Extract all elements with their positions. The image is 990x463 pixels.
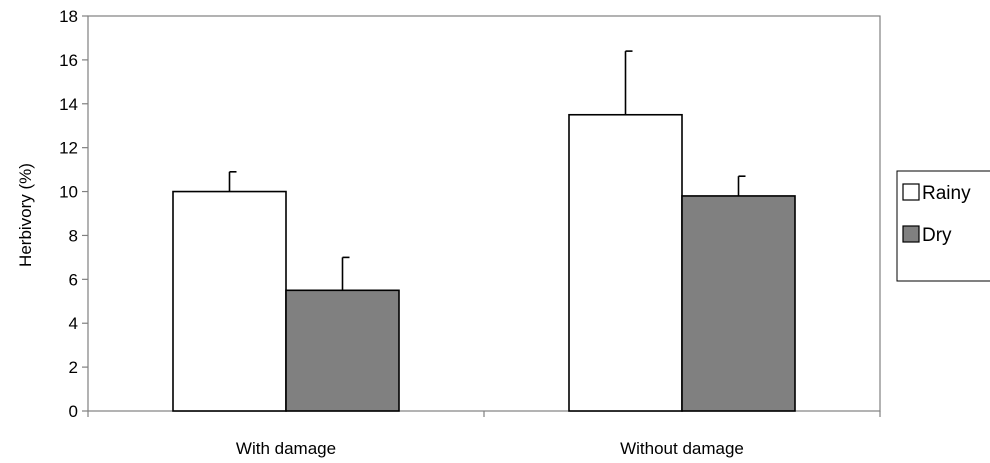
y-tick-label: 0 [69, 402, 78, 421]
legend-label: Rainy [922, 183, 971, 204]
y-tick-label: 16 [59, 51, 78, 70]
legend-swatch [902, 183, 920, 201]
y-tick-label: 8 [69, 226, 78, 245]
bar [568, 113, 683, 412]
y-axis-title: Herbivory (%) [16, 163, 35, 267]
bars [172, 113, 796, 412]
y-axis: 0 2 4 6 8 10 12 14 16 18 [59, 7, 88, 421]
y-tick-label: 6 [69, 270, 78, 289]
legend: Rainy Dry [896, 170, 990, 282]
bar [285, 289, 400, 412]
x-axis: With damage Without damage [87, 411, 881, 458]
x-tick-label: With damage [236, 439, 336, 458]
y-tick-label: 4 [69, 314, 78, 333]
y-tick-label: 18 [59, 7, 78, 26]
legend-label: Dry [922, 225, 952, 246]
x-tick-label: Without damage [620, 439, 744, 458]
y-tick-label: 2 [69, 358, 78, 377]
legend-swatch [902, 225, 920, 243]
y-tick-label: 12 [59, 139, 78, 158]
bar [172, 190, 287, 412]
y-tick-label: 14 [59, 95, 78, 114]
y-tick-label: 10 [59, 183, 78, 202]
bar [681, 195, 796, 412]
error-bars [228, 50, 746, 291]
